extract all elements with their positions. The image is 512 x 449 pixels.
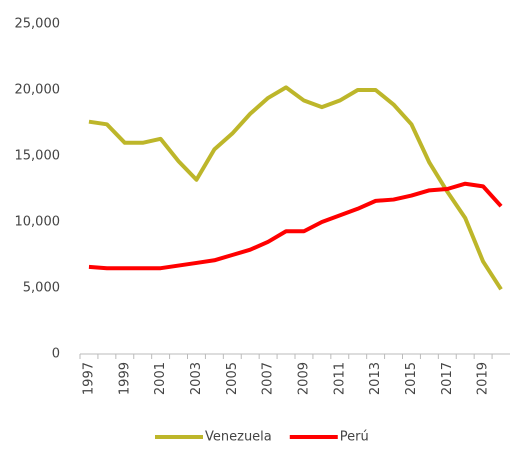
x-tick-label: 2011: [332, 362, 347, 395]
x-tick-label: 2009: [296, 362, 311, 395]
x-tick-label: 1997: [81, 362, 96, 395]
y-tick-label: 5,000: [23, 281, 60, 296]
x-tick-label: 2007: [261, 362, 276, 395]
x-tick-label: 2013: [368, 362, 383, 395]
series-line: [88, 85, 503, 291]
legend-label: Venezuela: [205, 430, 272, 445]
x-tick-label: 2001: [153, 362, 168, 395]
x-tick-label: 2017: [440, 362, 455, 395]
series-line: [88, 181, 503, 271]
y-tick-label: 10,000: [15, 215, 61, 230]
x-tick-label: 1999: [117, 362, 132, 395]
x-tick-label: 2019: [476, 362, 491, 395]
legend-label: Perú: [340, 430, 369, 445]
x-tick-label: 2005: [225, 362, 240, 395]
y-tick-label: 20,000: [15, 83, 61, 98]
x-tick-label: 2015: [404, 362, 419, 395]
y-tick-label: 25,000: [15, 17, 61, 32]
y-tick-label: 0: [52, 347, 60, 362]
x-tick-label: 2003: [189, 362, 204, 395]
y-tick-label: 15,000: [15, 149, 61, 164]
